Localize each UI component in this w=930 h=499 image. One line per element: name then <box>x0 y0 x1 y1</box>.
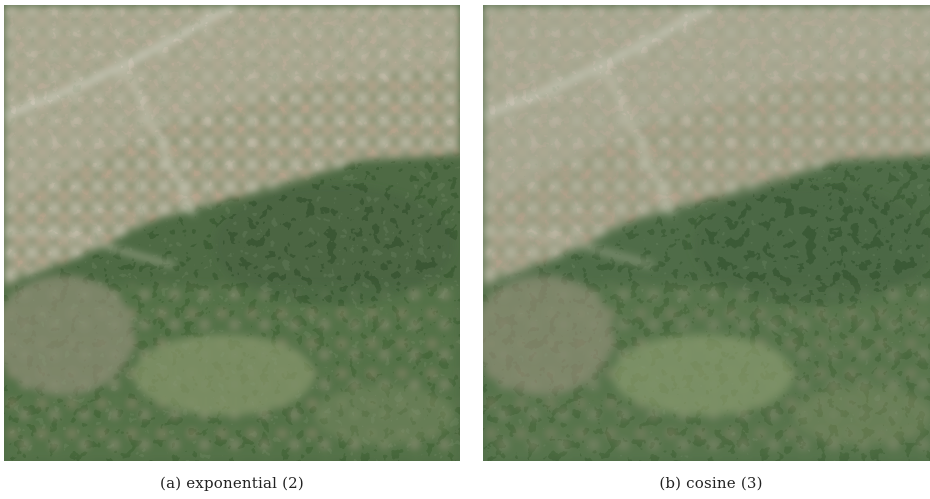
panel-exponential <box>4 5 460 461</box>
aerial-image-exponential <box>4 5 460 461</box>
panel-cosine <box>483 5 930 461</box>
aerial-image-cosine <box>483 5 930 461</box>
caption-exponential: (a) exponential (2) <box>160 474 304 492</box>
caption-cosine: (b) cosine (3) <box>659 474 763 492</box>
